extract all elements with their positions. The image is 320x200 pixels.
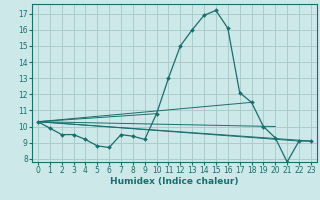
X-axis label: Humidex (Indice chaleur): Humidex (Indice chaleur) [110, 177, 239, 186]
